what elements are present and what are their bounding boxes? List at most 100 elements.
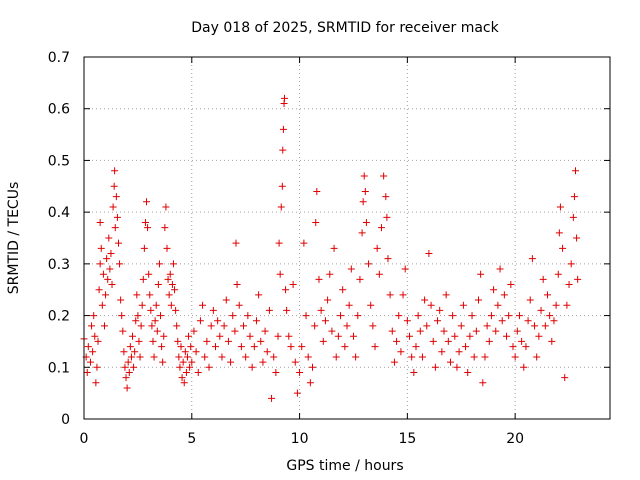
data-point	[261, 327, 269, 335]
data-point	[168, 281, 176, 289]
data-point	[127, 353, 135, 361]
data-point	[384, 255, 392, 263]
data-point	[150, 353, 158, 361]
data-point	[573, 234, 581, 242]
data-point	[559, 244, 567, 252]
data-point	[227, 358, 235, 366]
data-point	[185, 332, 193, 340]
data-point	[477, 270, 485, 278]
data-point	[171, 286, 179, 294]
data-point	[399, 291, 407, 299]
data-point	[300, 239, 308, 247]
data-point	[537, 306, 545, 314]
data-point	[354, 312, 362, 320]
data-point	[108, 281, 116, 289]
data-point	[107, 250, 115, 258]
data-point	[313, 187, 321, 195]
x-tick-label: 15	[398, 431, 416, 447]
data-point	[126, 343, 134, 351]
data-point	[464, 368, 472, 376]
data-point	[146, 291, 154, 299]
data-point	[431, 363, 439, 371]
data-point	[334, 332, 342, 340]
data-point	[572, 167, 580, 175]
data-point	[375, 270, 383, 278]
y-tick-label: 0.5	[48, 153, 70, 169]
data-point	[446, 358, 454, 366]
data-point	[302, 312, 310, 320]
data-point	[410, 368, 418, 376]
data-point	[457, 322, 465, 330]
data-point	[442, 291, 450, 299]
data-point	[487, 312, 495, 320]
data-point	[330, 244, 338, 252]
data-point	[90, 312, 98, 320]
data-point	[100, 322, 108, 330]
data-point	[438, 348, 446, 356]
data-point	[172, 306, 180, 314]
data-point	[406, 332, 414, 340]
data-point	[165, 291, 173, 299]
data-point	[535, 332, 543, 340]
data-point	[187, 343, 195, 351]
data-point	[250, 343, 258, 351]
data-point	[377, 224, 385, 232]
data-point	[345, 301, 353, 309]
y-axis-label: SRMTID / TECUs	[6, 182, 22, 295]
data-point	[138, 301, 146, 309]
data-point	[157, 312, 165, 320]
data-point	[483, 322, 491, 330]
data-point	[244, 312, 252, 320]
data-point	[455, 348, 463, 356]
grid-lines	[84, 57, 610, 419]
data-point	[570, 193, 578, 201]
data-point	[174, 337, 182, 345]
data-point	[143, 198, 151, 206]
data-point	[181, 348, 189, 356]
data-point	[214, 317, 222, 325]
data-point	[522, 343, 530, 351]
data-point	[218, 353, 226, 361]
data-point	[414, 312, 422, 320]
data-point	[280, 94, 288, 102]
data-point	[222, 296, 230, 304]
data-point	[120, 348, 128, 356]
data-point	[99, 270, 107, 278]
data-point	[255, 291, 263, 299]
data-point	[315, 275, 323, 283]
data-point	[224, 337, 232, 345]
x-axis-label: GPS time / hours	[286, 458, 403, 474]
data-point	[312, 218, 320, 226]
data-point	[373, 244, 381, 252]
data-point	[176, 363, 184, 371]
data-point	[279, 146, 287, 154]
data-point	[543, 291, 551, 299]
y-tick-label: 0.7	[48, 50, 70, 66]
data-point	[470, 353, 478, 361]
data-point	[509, 343, 517, 351]
data-point	[390, 358, 398, 366]
data-point	[158, 343, 166, 351]
data-point	[311, 322, 319, 330]
data-point	[177, 343, 185, 351]
y-tick-label: 0.1	[48, 360, 70, 376]
data-point	[339, 286, 347, 294]
data-point	[481, 353, 489, 361]
data-point	[203, 337, 211, 345]
data-point	[401, 265, 409, 273]
data-point	[306, 379, 314, 387]
data-point	[511, 353, 519, 361]
data-point	[361, 187, 369, 195]
data-point	[125, 368, 133, 376]
data-point	[479, 379, 487, 387]
data-point	[220, 322, 228, 330]
data-point	[449, 312, 457, 320]
data-point	[328, 327, 336, 335]
data-point	[166, 270, 174, 278]
data-point	[196, 317, 204, 325]
data-point	[371, 343, 379, 351]
data-point	[326, 270, 334, 278]
data-point	[96, 260, 104, 268]
data-point	[490, 286, 498, 294]
data-point	[494, 301, 502, 309]
